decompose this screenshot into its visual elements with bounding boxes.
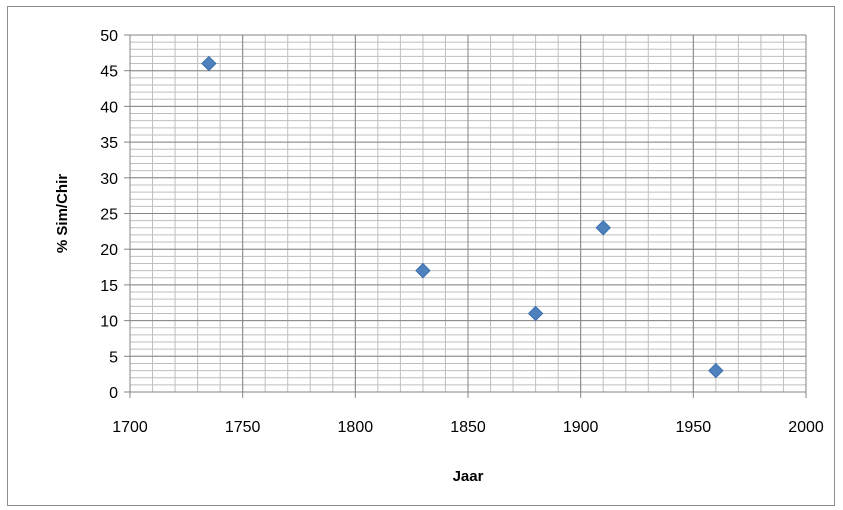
x-tick-label: 1850 bbox=[450, 419, 486, 436]
y-tick-label: 10 bbox=[100, 314, 118, 331]
y-axis-title: % Sim/Chir bbox=[54, 174, 71, 253]
y-tick-label: 0 bbox=[109, 385, 118, 402]
major-gridlines bbox=[129, 34, 807, 393]
y-tick-label: 15 bbox=[100, 278, 118, 295]
data-point bbox=[527, 305, 544, 322]
y-tick-label: 25 bbox=[100, 207, 118, 224]
data-points bbox=[201, 55, 724, 379]
y-tick-label: 20 bbox=[100, 242, 118, 259]
y-tick-label: 50 bbox=[100, 28, 118, 45]
x-axis-title: Jaar bbox=[453, 468, 484, 485]
x-tick-label: 1950 bbox=[676, 419, 712, 436]
x-tick-label: 2000 bbox=[788, 419, 824, 436]
x-tick-label: 1800 bbox=[338, 419, 374, 436]
data-point bbox=[415, 262, 431, 279]
x-tick-label: 1750 bbox=[225, 419, 261, 436]
tick-labels: 0 5 10 15 20 25 30 35 40 45 50 1700 1750 1800 1850 1900… bbox=[100, 28, 824, 436]
y-tick-label: 40 bbox=[100, 99, 118, 116]
data-point bbox=[708, 362, 724, 379]
y-tick-label: 45 bbox=[100, 64, 118, 81]
x-tick-label: 1900 bbox=[563, 419, 599, 436]
y-tick-label: 5 bbox=[109, 349, 118, 366]
data-point bbox=[201, 55, 217, 72]
data-point bbox=[595, 220, 611, 236]
axes bbox=[124, 34, 807, 398]
x-tick-label: 1700 bbox=[112, 419, 148, 436]
y-tick-label: 35 bbox=[100, 135, 118, 152]
y-tick-label: 30 bbox=[100, 171, 118, 188]
